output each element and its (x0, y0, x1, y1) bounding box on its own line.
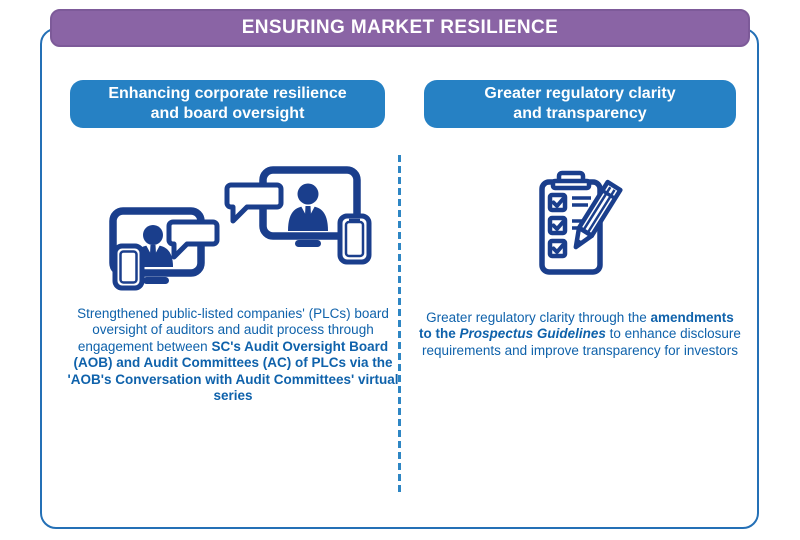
clipboard-checklist-pencil-icon (528, 170, 628, 280)
dashed-divider (398, 155, 401, 495)
dual-screens-conversation-icon (95, 156, 375, 291)
body-text-regulatory-clarity: Greater regulatory clarity through the a… (419, 309, 741, 358)
heading-corporate-resilience: Enhancing corporate resilience and board… (70, 80, 385, 128)
heading-regulatory-clarity: Greater regulatory clarity and transpare… (424, 80, 736, 128)
body-text-corporate-resilience: Strengthened public-listed companies' (P… (67, 305, 399, 404)
banner-title: ENSURING MARKET RESILIENCE (50, 9, 750, 47)
